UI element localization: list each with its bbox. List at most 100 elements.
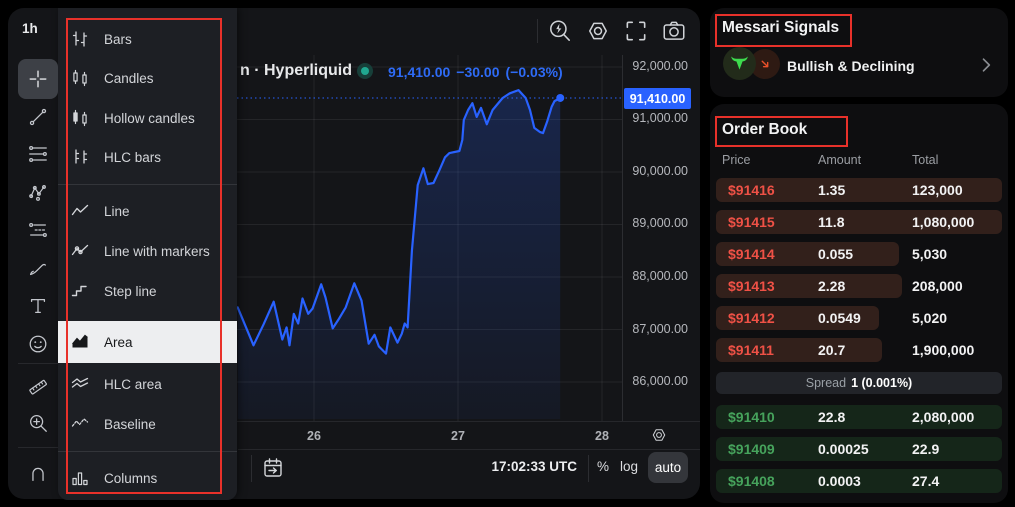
- hlc-bars-icon: [70, 147, 90, 167]
- amount-cell: 0.0549: [818, 310, 861, 326]
- amount-cell: 0.055: [818, 246, 854, 262]
- menu-item-hollow-candles[interactable]: Hollow candles: [58, 98, 237, 138]
- signals-title: Messari Signals: [722, 19, 840, 36]
- chevron-right-icon[interactable]: [976, 55, 996, 80]
- go-to-date-icon[interactable]: [261, 456, 285, 480]
- hlc-area-icon: [70, 374, 90, 394]
- total-cell: 123,000: [912, 182, 963, 198]
- order-book-card: [710, 104, 1008, 503]
- auto-scale-button[interactable]: auto: [648, 452, 688, 483]
- time-tick: 26: [307, 429, 321, 443]
- fib-retracement-tool[interactable]: [20, 136, 56, 172]
- toolbar-separator: [537, 19, 538, 43]
- menu-item-bars[interactable]: Bars: [58, 19, 237, 59]
- price-axis-separator: [622, 55, 623, 421]
- columns-icon: [70, 468, 90, 488]
- signal-text: Bullish & Declining: [787, 58, 915, 74]
- menu-item-baseline[interactable]: Baseline: [58, 404, 237, 444]
- percent-scale-button[interactable]: %: [597, 459, 610, 474]
- price-tick: 90,000.00: [632, 164, 688, 178]
- line-icon: [70, 201, 90, 221]
- fullscreen-icon[interactable]: [623, 18, 649, 44]
- forecast-tool[interactable]: [20, 212, 56, 248]
- chart-type-menu: [58, 8, 237, 500]
- zoom-in-tool[interactable]: [20, 405, 56, 441]
- camera-icon[interactable]: [661, 18, 687, 44]
- xabcd-pattern-tool[interactable]: [20, 174, 56, 210]
- order-book-bid-row[interactable]: $91409 0.00025 22.9: [716, 437, 1002, 461]
- flash-search-icon[interactable]: [547, 18, 573, 44]
- bull-icon: [729, 53, 750, 74]
- symbol-title[interactable]: n · Hyperliquid: [240, 62, 352, 79]
- order-book-ask-row[interactable]: $91416 1.35 123,000: [716, 178, 1002, 202]
- amount-cell: 2.28: [818, 278, 846, 294]
- price-chart[interactable]: [237, 55, 622, 421]
- menu-item-line[interactable]: Line: [58, 191, 237, 231]
- sidebar-divider: [18, 363, 58, 364]
- trend-line-tool[interactable]: [20, 99, 56, 135]
- menu-item-label: HLC area: [104, 376, 162, 392]
- menu-item-label: Line with markers: [104, 243, 210, 259]
- spread-row: Spread 1 (0.001%): [716, 372, 1002, 394]
- ruler-tool[interactable]: [20, 369, 56, 405]
- hollow-candles-icon: [70, 108, 90, 128]
- depth-bar: [716, 437, 1002, 461]
- spread-value: 1 (0.001%): [851, 376, 913, 390]
- log-scale-button[interactable]: log: [620, 459, 639, 474]
- order-book-ask-row[interactable]: $91413 2.28 208,000: [716, 274, 1002, 298]
- arrow-down-right-icon: [759, 58, 772, 71]
- area-icon: [70, 332, 90, 352]
- order-book-bid-row[interactable]: $91408 0.0003 27.4: [716, 469, 1002, 493]
- depth-bar: [716, 306, 880, 330]
- market-status-dot-core: [361, 67, 369, 75]
- menu-item-candles[interactable]: Candles: [58, 58, 237, 98]
- total-cell: 5,030: [912, 246, 948, 262]
- order-book-ask-row[interactable]: $91415 11.8 1,080,000: [716, 210, 1002, 234]
- menu-item-label: Line: [104, 203, 130, 219]
- emoji-tool[interactable]: [20, 326, 56, 362]
- timeframe-label[interactable]: 1h: [22, 21, 38, 36]
- order-book-bid-row[interactable]: $91410 22.8 2,080,000: [716, 405, 1002, 429]
- settings-icon[interactable]: [585, 18, 611, 44]
- text-tool-tool[interactable]: [20, 288, 56, 324]
- menu-item-line-with-markers[interactable]: Line with markers: [58, 231, 237, 271]
- bottom-bar-separator: [238, 449, 700, 450]
- menu-item-columns[interactable]: Columns: [58, 458, 237, 498]
- order-book-title: Order Book: [722, 121, 808, 138]
- total-cell: 2,080,000: [912, 409, 975, 425]
- sidebar-divider: [18, 447, 58, 448]
- menu-item-label: Hollow candles: [104, 110, 195, 126]
- price-cell: $91412: [728, 310, 775, 326]
- bottom-separator: [588, 455, 589, 482]
- menu-item-label: Step line: [104, 283, 157, 299]
- time-tick: 28: [595, 429, 609, 443]
- menu-item-area[interactable]: Area: [58, 321, 237, 363]
- depth-bar: [716, 178, 1002, 202]
- menu-item-hlc-bars[interactable]: HLC bars: [58, 137, 237, 177]
- annotation-signals-title-box: [715, 14, 852, 47]
- menu-item-hlc-area[interactable]: HLC area: [58, 364, 237, 404]
- order-book-ask-row[interactable]: $91412 0.0549 5,020: [716, 306, 1002, 330]
- price-tick: 86,000.00: [632, 374, 688, 388]
- total-cell: 1,900,000: [912, 342, 975, 358]
- menu-item-step-line[interactable]: Step line: [58, 271, 237, 311]
- order-book-ask-row[interactable]: $91414 0.055 5,030: [716, 242, 1002, 266]
- order-book-ask-row[interactable]: $91411 20.7 1,900,000: [716, 338, 1002, 362]
- magnet-tool[interactable]: [20, 455, 56, 491]
- bull-signal-badge: [723, 47, 756, 80]
- crosshair-tool[interactable]: [18, 59, 58, 99]
- total-cell: 1,080,000: [912, 214, 975, 230]
- menu-item-label: Bars: [104, 31, 132, 47]
- timezone-settings-icon[interactable]: [650, 426, 668, 444]
- amount-cell: 20.7: [818, 342, 846, 358]
- time-tick: 27: [451, 429, 465, 443]
- depth-bar: [716, 274, 902, 298]
- menu-item-label: Area: [104, 334, 133, 350]
- depth-bar: [716, 338, 882, 362]
- total-cell: 5,020: [912, 310, 948, 326]
- line-markers-icon: [70, 241, 90, 261]
- clock-utc[interactable]: 17:02:33 UTC: [491, 459, 577, 474]
- menu-divider: [58, 184, 237, 185]
- brush-tool[interactable]: [20, 250, 56, 286]
- amount-cell: 22.8: [818, 409, 846, 425]
